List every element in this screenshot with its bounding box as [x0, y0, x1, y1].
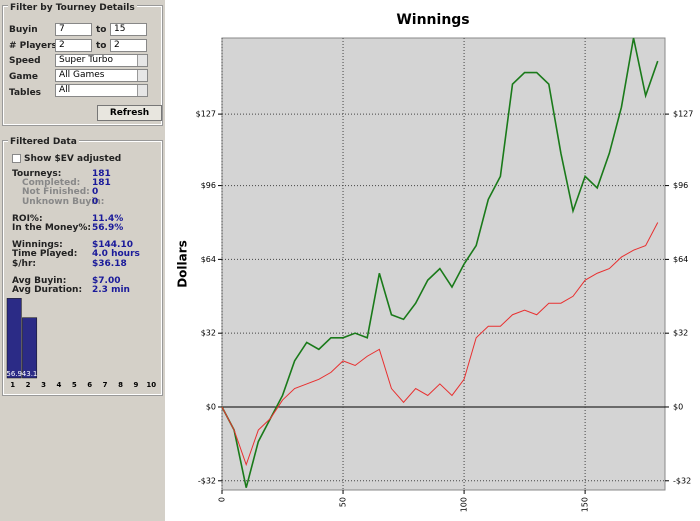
stat-label: In the Money%:: [12, 223, 91, 233]
stat-value: 4.0 hours: [92, 249, 140, 260]
y-tick-label: $96: [673, 181, 688, 190]
dropdown[interactable]: All: [55, 84, 148, 97]
field-label: Tables: [9, 88, 42, 98]
refresh-button[interactable]: Refresh: [97, 105, 162, 121]
stat-value: 11.4%: [92, 213, 124, 224]
bar-label: 56.9: [6, 370, 22, 378]
x-tick-label: 7: [103, 381, 108, 389]
y-tick-label: $127: [196, 110, 216, 119]
stat-label: Avg Buyin:: [12, 275, 67, 286]
filtered-title: Filtered Data: [8, 137, 79, 147]
finish-chart: 56.9 1 43.1 2 3 4 5 6 7 8 9 10: [6, 298, 156, 389]
filtered-box: [2, 140, 163, 396]
line-series: [221, 222, 659, 467]
checkbox-label: Show $EV adjusted: [24, 154, 122, 164]
stat-label: Unknown Buyin:: [22, 196, 105, 207]
stat-value: 0: [92, 187, 99, 198]
input[interactable]: 15: [110, 23, 147, 36]
x-tick-label: 9: [133, 381, 138, 389]
stat-value: $7.00: [92, 275, 121, 286]
x-tick-label: 150: [581, 497, 590, 512]
stat-value: 2.3 min: [92, 285, 130, 295]
stat-label: Winnings:: [12, 240, 63, 251]
x-tick-label: 10: [146, 381, 156, 389]
x-tick-label: 50: [339, 497, 348, 507]
bar-label: 43.1: [22, 370, 38, 378]
field-label: Game: [9, 72, 38, 82]
bar: [22, 317, 38, 379]
stat-label: Time Played:: [12, 249, 78, 260]
x-tick-label: 100: [460, 497, 469, 512]
x-tick-label: 6: [87, 381, 92, 389]
input[interactable]: 2: [110, 39, 147, 52]
stat-label: $/hr:: [12, 258, 36, 269]
y-tick-label: $0: [673, 402, 683, 411]
y-tick-label: -$32: [198, 476, 216, 485]
input[interactable]: 2: [55, 39, 92, 52]
field-label: # Players: [9, 41, 57, 51]
y-tick-label: $32: [201, 329, 216, 338]
x-tick-label: 5: [72, 381, 77, 389]
field-label: Buyin: [9, 25, 38, 35]
dropdown[interactable]: All Games: [55, 69, 148, 82]
input[interactable]: 7: [55, 23, 92, 36]
stat-label: Not Finished:: [22, 187, 90, 198]
x-tick-label: 3: [41, 381, 46, 389]
dropdown[interactable]: Super Turbo: [55, 54, 148, 67]
y-tick-label: $64: [673, 255, 688, 264]
stat-label: Avg Duration:: [12, 285, 83, 295]
chart: Winnings Dollars -$32 -$32 $0 $0 $32 $32 $64 $6…: [165, 0, 700, 521]
stat-value: $36.18: [92, 258, 127, 269]
y-axis-label: Dollars: [176, 240, 190, 288]
bar: [6, 298, 22, 379]
x-tick-label: 1: [10, 381, 15, 389]
x-tick-label: 8: [118, 381, 123, 389]
line-series: [221, 37, 659, 488]
stat-value: $144.10: [92, 240, 133, 251]
y-tick-label: $32: [673, 329, 688, 338]
filter-title: Filter by Tourney Details: [8, 3, 137, 13]
y-tick-label: $0: [206, 402, 216, 411]
stat-value: 181: [92, 169, 111, 179]
field-label: Speed: [9, 56, 41, 66]
stat-label: ROI%:: [12, 213, 43, 224]
stat-label: Tourneys:: [12, 169, 62, 179]
field-label: to: [96, 41, 107, 51]
stat-value: 181: [92, 178, 111, 189]
field-label: to: [96, 25, 107, 35]
x-tick-label: 2: [26, 381, 31, 389]
checkbox[interactable]: [12, 154, 21, 163]
y-tick-label: $127: [673, 110, 693, 119]
stat-value: 56.9%: [92, 223, 124, 233]
y-tick-label: $64: [201, 255, 216, 264]
x-tick-label: 4: [56, 381, 61, 389]
stat-value: 0: [92, 196, 99, 207]
plot-area: [221, 37, 666, 491]
x-tick-label: 0: [218, 497, 227, 502]
stat-label: Completed:: [22, 178, 81, 189]
y-tick-label: -$32: [673, 476, 691, 485]
chart-title: Winnings: [396, 12, 469, 28]
y-tick-label: $96: [201, 181, 216, 190]
